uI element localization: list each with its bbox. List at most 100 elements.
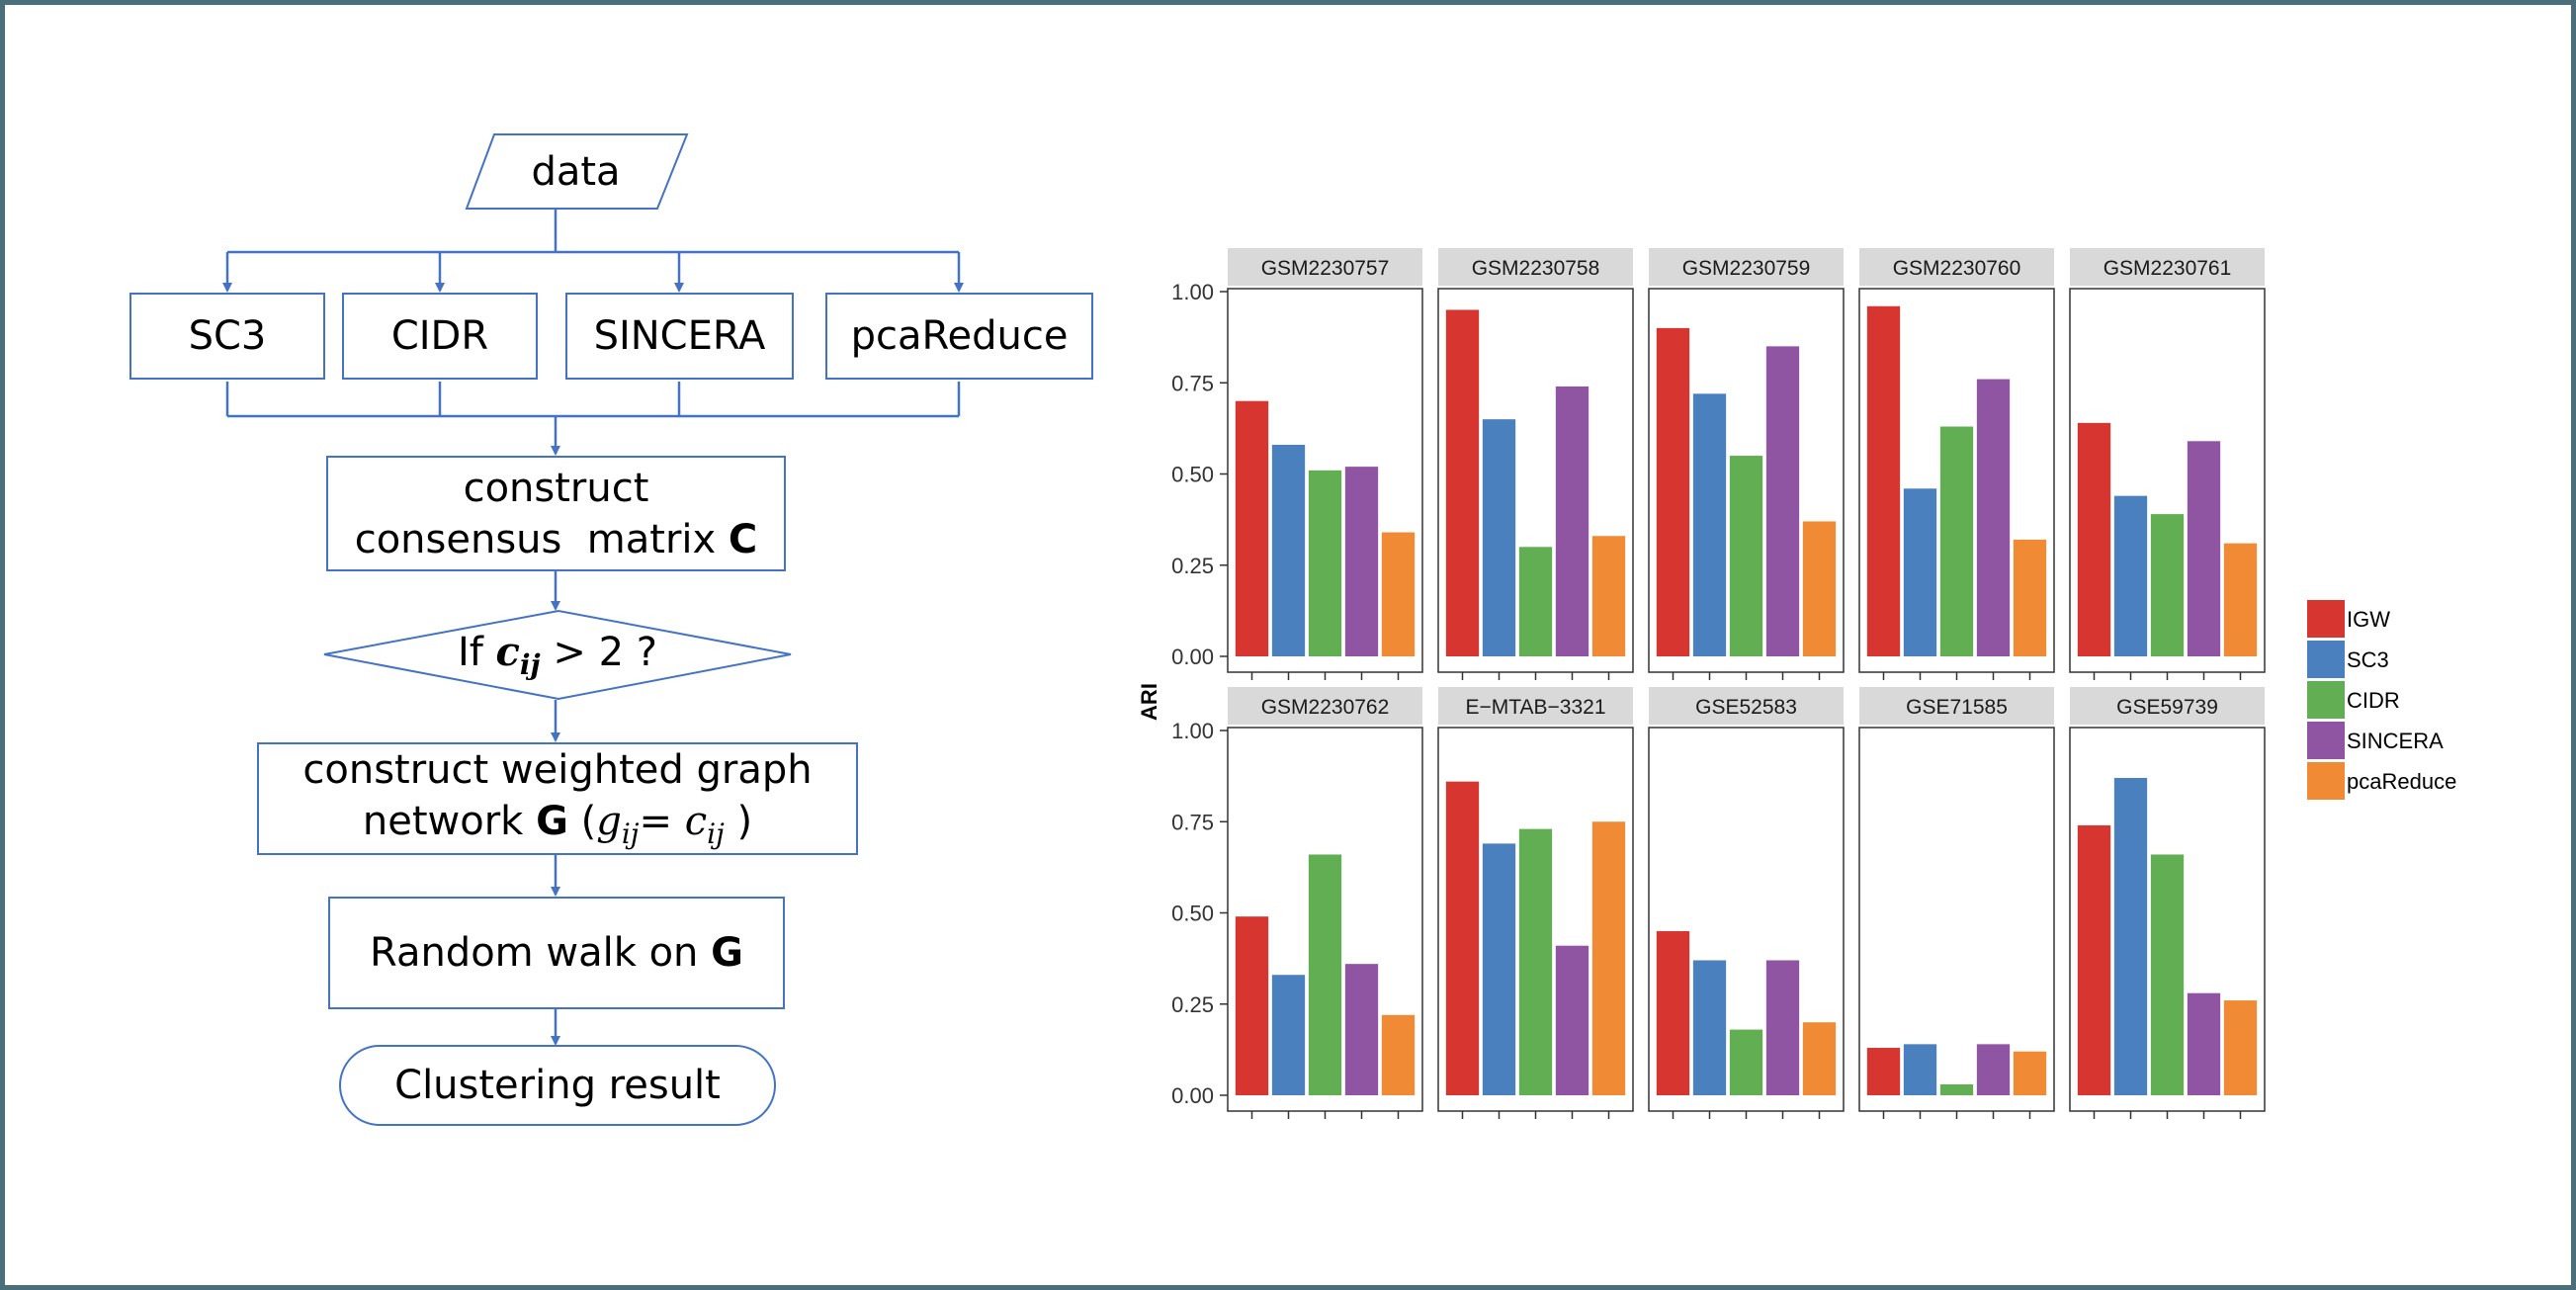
y-tick-label: 0.50 (1171, 902, 1214, 926)
bar-sc3 (1692, 960, 1727, 1095)
bar-pcareduce (2223, 543, 2258, 656)
graph-g: gij (596, 799, 639, 850)
panel-title: GSM2230758 (1472, 257, 1600, 280)
bar-igw (1445, 781, 1480, 1095)
bar-pcareduce (1802, 521, 1837, 656)
legend-key-sincera (2307, 722, 2345, 759)
random-walk-label: Random walk on G (370, 927, 743, 979)
panel-title: GSE52583 (1695, 696, 1797, 719)
graph-g-var: g (596, 799, 622, 845)
bar-igw (1656, 930, 1690, 1095)
consensus-text: consensus matrix (354, 516, 729, 562)
method-box-sc3: SC3 (129, 293, 325, 380)
bar-sincera (2187, 441, 2221, 656)
legend-label: pcaReduce (2347, 769, 2456, 794)
method-label: SC3 (188, 313, 267, 359)
bar-pcareduce (1591, 536, 1626, 656)
panel-strip (1859, 687, 2054, 725)
method-label: SINCERA (593, 313, 766, 359)
bar-igw (1866, 1048, 1901, 1095)
bar-sincera (1555, 386, 1589, 656)
graph-c: cij (684, 799, 725, 850)
graph-g-sub: ij (621, 817, 640, 851)
decision-variable: cij (496, 629, 541, 681)
bar-sincera (1344, 964, 1379, 1095)
legend-key-pcareduce (2307, 762, 2345, 800)
bar-sincera (1976, 1044, 2011, 1095)
bar-sincera (1765, 346, 1800, 656)
method-box-pcareduce: pcaReduce (825, 293, 1093, 380)
graph-symbol: G (536, 799, 568, 845)
legend-key-igw (2307, 600, 2345, 638)
consensus-line2: consensus matrix C (355, 514, 758, 565)
bar-sincera (2187, 992, 2221, 1095)
legend-label: SC3 (2347, 647, 2389, 672)
consensus-matrix-box: construct consensus matrix C (326, 456, 786, 571)
bar-sincera (1344, 467, 1379, 656)
panel-title: GSM2230757 (1261, 257, 1390, 280)
graph-c-sub: ij (707, 817, 725, 851)
panel-title: GSE71585 (1906, 696, 2008, 719)
result-node: Clustering result (340, 1046, 775, 1125)
decision-label: If cij > 2 ? (458, 629, 657, 681)
panel-strip (1649, 248, 1844, 286)
bar-igw (2077, 824, 2111, 1095)
data-node-label: data (531, 148, 621, 195)
bar-sc3 (2113, 777, 2148, 1095)
bar-cidr (1729, 456, 1763, 656)
bar-igw (1445, 309, 1480, 656)
legend-label: SINCERA (2347, 729, 2444, 753)
graph-line2: network G (gij= cij ) (363, 796, 752, 852)
panel-strip (1859, 248, 2054, 286)
decision-suffix: > 2 ? (540, 630, 658, 675)
bar-cidr (1308, 854, 1342, 1095)
bar-sc3 (1903, 1044, 1937, 1095)
bar-pcareduce (1381, 532, 1416, 656)
method-box-cidr: CIDR (342, 293, 538, 380)
panel-strip (2070, 248, 2265, 286)
y-tick-label: 0.25 (1171, 992, 1214, 1017)
panel-strip (1438, 687, 1633, 725)
bar-igw (1656, 327, 1690, 656)
panel-title: GSM2230762 (1261, 696, 1390, 719)
bar-cidr (1308, 470, 1342, 656)
panel-title: GSM2230760 (1893, 257, 2021, 280)
connectors (222, 209, 964, 1046)
bar-sc3 (2113, 495, 2148, 656)
bar-sc3 (1271, 444, 1306, 656)
method-label: CIDR (390, 313, 489, 359)
bar-cidr (2150, 854, 2185, 1095)
method-box-sincera: SINCERA (565, 293, 794, 380)
bar-sc3 (1271, 975, 1306, 1095)
bar-igw (1866, 305, 1901, 656)
panel-title: GSM2230761 (2104, 257, 2232, 280)
panel-strip (1228, 687, 1422, 725)
bar-cidr (1518, 828, 1553, 1095)
data-node: data (474, 134, 677, 209)
y-tick-label: 1.00 (1171, 719, 1214, 743)
bar-pcareduce (1381, 1014, 1416, 1095)
bar-sincera (1976, 379, 2011, 656)
graph-c-var: c (684, 799, 708, 845)
decision-node: If cij > 2 ? (324, 611, 791, 699)
graph-paren: ( (567, 799, 597, 845)
bar-sincera (1555, 945, 1589, 1095)
y-tick-label: 0.00 (1171, 645, 1214, 669)
legend-label: CIDR (2347, 688, 2400, 713)
bar-sincera (1765, 960, 1800, 1095)
flowchart (222, 133, 964, 1126)
graph-eq: = (639, 799, 685, 845)
decision-prefix: If (457, 630, 496, 675)
bar-cidr (1729, 1029, 1763, 1095)
consensus-line1: construct (463, 465, 649, 511)
graph-text: network (362, 799, 537, 845)
bar-sc3 (1482, 419, 1516, 656)
bar-pcareduce (2013, 539, 2047, 656)
y-tick-label: 0.50 (1171, 463, 1214, 487)
random-walk-text: Random walk on (370, 930, 712, 976)
result-label: Clustering result (394, 1063, 721, 1108)
bar-sc3 (1692, 393, 1727, 656)
y-axis-label: ARI (1137, 683, 1161, 721)
bar-igw (1235, 400, 1269, 656)
